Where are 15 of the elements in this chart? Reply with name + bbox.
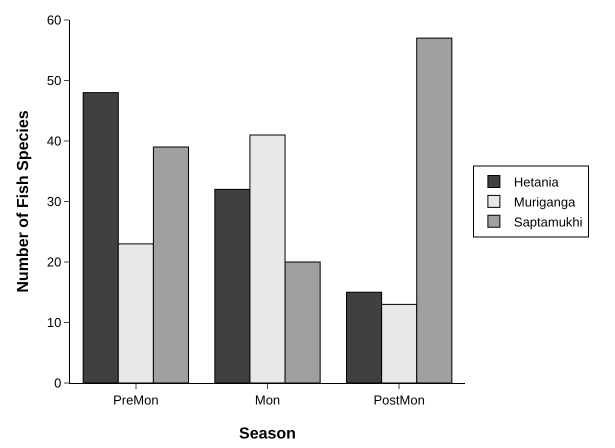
y-tick-label: 60: [46, 12, 62, 28]
legend-label: Hetania: [514, 174, 560, 190]
legend-label: Muriganga: [514, 194, 576, 210]
y-tick-label: 40: [46, 134, 62, 149]
y-tick-label: 30: [46, 194, 62, 210]
y-tick-label: 50: [46, 73, 62, 88]
y-axis-title: Number of Fish Species: [15, 110, 32, 293]
legend-label: Saptamukhi: [514, 214, 583, 230]
y-tick-label: 0: [54, 376, 62, 391]
x-tick-label: PostMon: [374, 392, 425, 408]
x-tick-label: PreMon: [113, 392, 159, 408]
x-tick-label: Mon: [254, 392, 280, 408]
y-tick-label: 20: [46, 254, 62, 270]
x-axis-title: Season: [239, 425, 296, 442]
y-tick-label: 10: [46, 315, 62, 330]
